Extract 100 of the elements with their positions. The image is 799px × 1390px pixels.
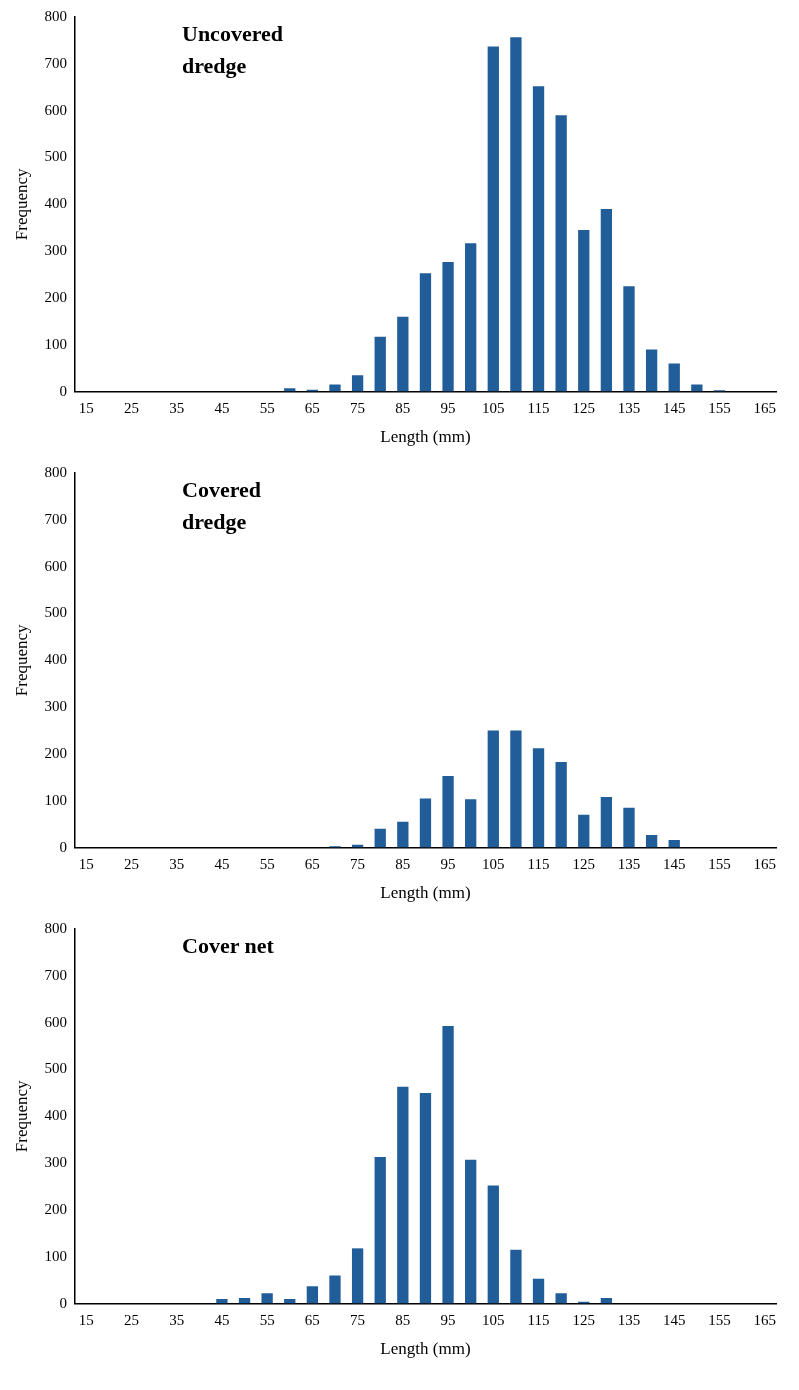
y-tick-label: 300	[44, 1154, 67, 1171]
x-tick-label: 35	[169, 1311, 185, 1328]
x-tick-label: 85	[395, 1311, 411, 1328]
bar	[419, 273, 432, 392]
bar	[532, 1278, 545, 1304]
bar	[555, 761, 567, 848]
x-tick-label: 35	[169, 855, 185, 872]
bar	[351, 1248, 364, 1304]
x-tick-label: 65	[304, 1311, 320, 1328]
bar	[578, 814, 590, 848]
x-tick-label: 125	[572, 1311, 596, 1328]
x-tick-label: 165	[753, 399, 776, 416]
bar	[532, 748, 545, 848]
bar	[600, 797, 613, 848]
y-tick-label: 700	[44, 510, 67, 527]
bar	[419, 798, 432, 848]
x-tick-label: 35	[169, 399, 185, 416]
bar	[465, 799, 477, 848]
y-tick-label: 100	[44, 1247, 67, 1264]
x-tick-label: 45	[214, 399, 230, 416]
y-tick-label: 800	[44, 7, 67, 24]
bar	[442, 1025, 454, 1304]
y-tick-label: 400	[44, 195, 67, 212]
x-tick-label: 45	[214, 855, 230, 872]
y-tick-label: 300	[44, 698, 67, 715]
x-tick-label: 75	[350, 1311, 366, 1328]
x-tick-label: 15	[78, 855, 94, 872]
x-tick-label: 85	[395, 855, 411, 872]
x-tick-label: 25	[123, 855, 139, 872]
y-tick-label: 0	[59, 838, 67, 855]
bar	[351, 375, 364, 392]
y-tick-label: 800	[44, 463, 67, 480]
y-tick-label: 200	[44, 288, 67, 305]
y-tick-label: 0	[59, 1294, 67, 1311]
x-tick-label: 95	[440, 399, 456, 416]
bar	[442, 775, 454, 848]
x-tick-label: 115	[527, 399, 550, 416]
bar	[555, 1293, 567, 1304]
bar	[668, 840, 680, 848]
bar	[487, 730, 499, 848]
y-tick-label: 300	[44, 242, 67, 259]
bar	[465, 243, 477, 392]
x-tick-label: 55	[259, 855, 275, 872]
y-tick-label: 500	[44, 1060, 67, 1077]
bar	[510, 37, 522, 392]
y-tick-label: 0	[59, 382, 67, 399]
x-axis-title: Length (mm)	[380, 427, 471, 447]
y-tick-label: 500	[44, 148, 67, 165]
y-tick-label: 100	[44, 335, 67, 352]
y-tick-label: 400	[44, 1107, 67, 1124]
x-tick-label: 115	[527, 855, 550, 872]
y-tick-label: 500	[44, 604, 67, 621]
bar	[397, 821, 409, 848]
x-tick-label: 135	[617, 855, 641, 872]
bar	[329, 1275, 341, 1304]
x-tick-label: 25	[123, 399, 139, 416]
y-axis-title: Frequency	[11, 167, 31, 241]
bar	[261, 1293, 273, 1304]
x-tick-label: 145	[662, 399, 686, 416]
x-tick-label: 25	[123, 1311, 139, 1328]
bar	[510, 730, 522, 848]
x-tick-label: 105	[482, 399, 505, 416]
bar	[487, 1185, 499, 1304]
bar	[329, 384, 341, 392]
y-tick-label: 100	[44, 791, 67, 808]
y-axis-title: Frequency	[11, 1079, 31, 1153]
x-tick-label: 15	[78, 399, 94, 416]
bar	[374, 336, 386, 392]
x-tick-label: 55	[259, 1311, 275, 1328]
bar	[216, 1298, 228, 1304]
x-tick-label: 135	[617, 399, 641, 416]
bar	[510, 1249, 522, 1304]
x-tick-label: 165	[753, 1311, 776, 1328]
x-tick-label: 65	[304, 399, 320, 416]
x-tick-label: 75	[350, 399, 366, 416]
x-tick-label: 105	[482, 855, 505, 872]
bar	[465, 1159, 477, 1304]
y-tick-label: 200	[44, 1200, 67, 1217]
x-tick-label: 65	[304, 855, 320, 872]
x-tick-label: 85	[395, 399, 411, 416]
x-tick-label: 45	[214, 1311, 230, 1328]
bar	[645, 349, 658, 392]
bar	[397, 316, 409, 392]
bar	[306, 1286, 319, 1304]
y-tick-label: 200	[44, 744, 67, 761]
x-axis-title: Length (mm)	[380, 883, 471, 903]
x-tick-label: 95	[440, 1311, 456, 1328]
x-tick-label: 145	[662, 1311, 686, 1328]
bar	[442, 261, 454, 392]
y-tick-label: 800	[44, 919, 67, 936]
bar	[374, 1157, 386, 1304]
bar	[555, 115, 567, 392]
x-tick-label: 135	[617, 1311, 641, 1328]
y-tick-label: 600	[44, 1013, 67, 1030]
bar	[623, 807, 635, 848]
bar	[487, 46, 499, 392]
x-tick-label: 15	[78, 1311, 94, 1328]
x-tick-label: 145	[662, 855, 686, 872]
x-axis-title: Length (mm)	[380, 1339, 471, 1359]
bar	[600, 208, 613, 392]
